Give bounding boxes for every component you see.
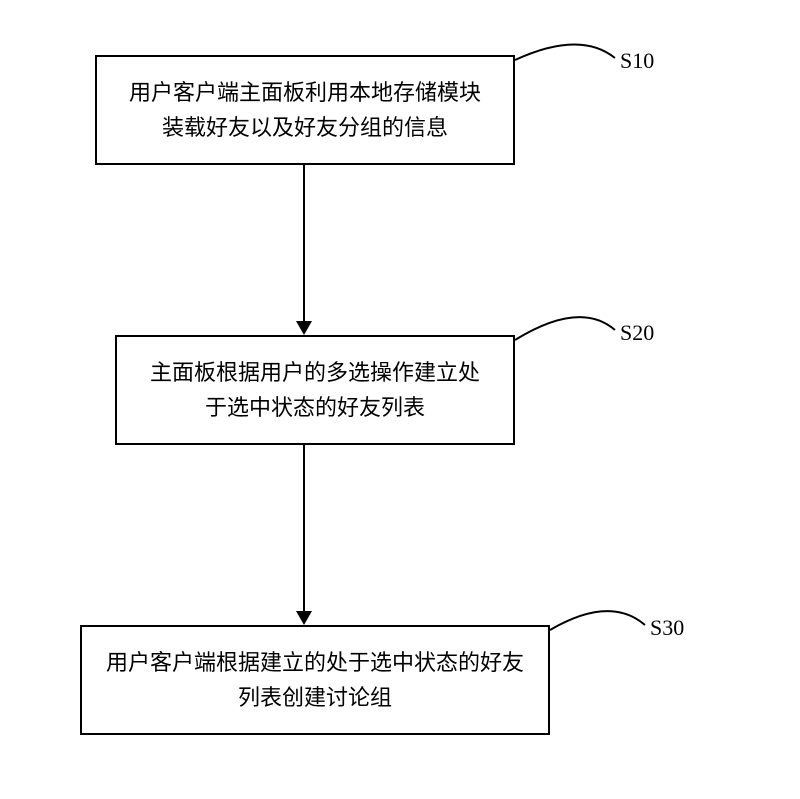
step-label-s10: S10 <box>620 48 654 74</box>
arrow-head-2 <box>296 611 312 625</box>
flow-step-s10: 用户客户端主面板利用本地存储模块装载好友以及好友分组的信息 <box>95 55 515 165</box>
arrow-line-1 <box>303 165 305 323</box>
flow-step-text: 主面板根据用户的多选操作建立处于选中状态的好友列表 <box>141 355 489 425</box>
arrow-head-1 <box>296 321 312 335</box>
flow-step-s30: 用户客户端根据建立的处于选中状态的好友列表创建讨论组 <box>80 625 550 735</box>
flow-step-text: 用户客户端主面板利用本地存储模块装载好友以及好友分组的信息 <box>121 75 489 145</box>
step-label-s30: S30 <box>650 615 684 641</box>
flow-step-text: 用户客户端根据建立的处于选中状态的好友列表创建讨论组 <box>106 645 524 715</box>
step-label-s20: S20 <box>620 320 654 346</box>
flow-step-s20: 主面板根据用户的多选操作建立处于选中状态的好友列表 <box>115 335 515 445</box>
arrow-line-2 <box>303 445 305 613</box>
flowchart-container: 用户客户端主面板利用本地存储模块装载好友以及好友分组的信息 S10 主面板根据用… <box>0 0 800 799</box>
